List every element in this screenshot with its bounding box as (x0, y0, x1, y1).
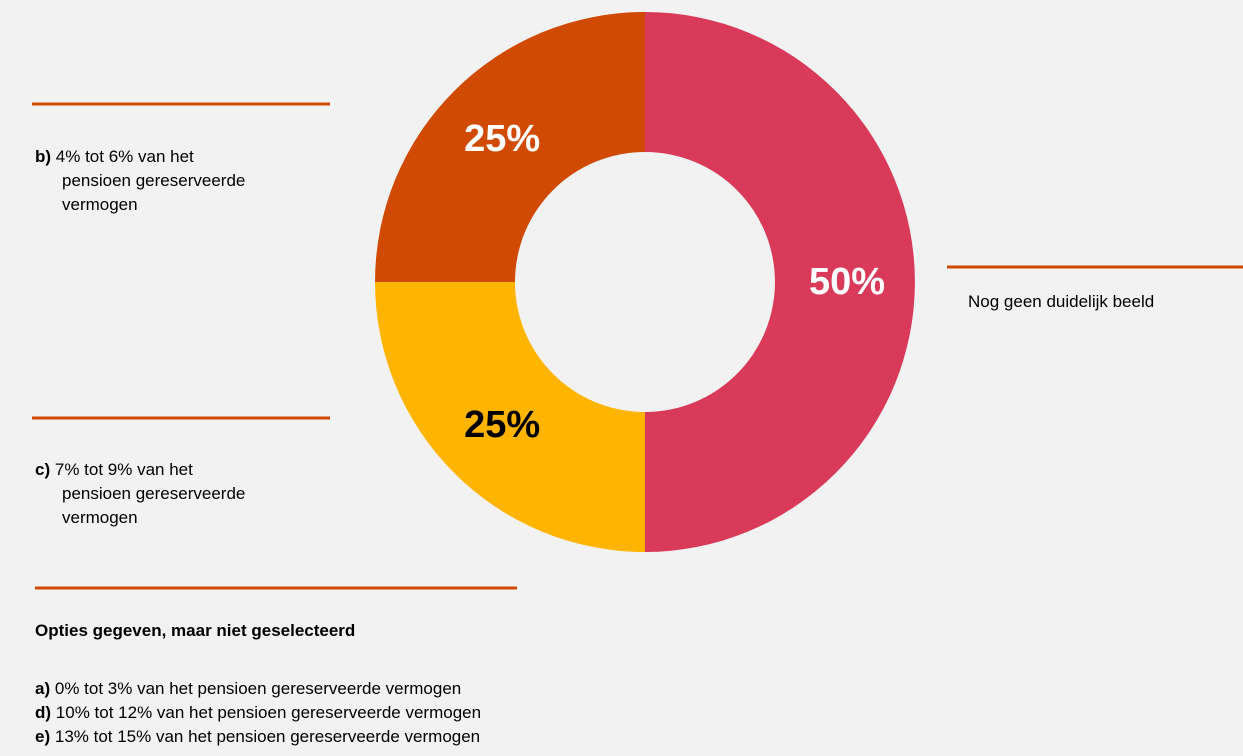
note-text: 0% tot 3% van het pensioen gereserveerde… (54, 679, 462, 698)
value-label: 25% (464, 404, 540, 446)
legend-text: 4% tot 6% van het pensioen gereserveerde… (55, 147, 246, 214)
legend-prefix: c) (35, 460, 51, 479)
note-item: d) 10% tot 12% van het pensioen gereserv… (35, 701, 481, 725)
note-prefix: e) (35, 727, 51, 746)
leader-lines (32, 102, 1243, 590)
legend-text: 7% tot 9% van het pensioen gereserveerde… (54, 460, 246, 527)
legend-entry: c) 7% tot 9% van het pensioen gereservee… (35, 458, 260, 530)
legend-entry: Nog geen duidelijk beeld (968, 290, 1154, 314)
legend-prefix: b) (35, 147, 52, 166)
note-prefix: d) (35, 703, 52, 722)
legend-text: Nog geen duidelijk beeld (968, 292, 1155, 311)
legend-entry: b) 4% tot 6% van het pensioen gereservee… (35, 145, 260, 217)
note-item: a) 0% tot 3% van het pensioen gereservee… (35, 677, 461, 701)
notes-title: Opties gegeven, maar niet geselecteerd (35, 621, 356, 640)
note-prefix: a) (35, 679, 51, 698)
note-text: 13% tot 15% van het pensioen gereserveer… (54, 727, 481, 746)
value-label: 25% (464, 118, 540, 160)
slice (375, 282, 645, 552)
value-label: 50% (809, 261, 885, 303)
note-text: 10% tot 12% van het pensioen gereserveer… (55, 703, 482, 722)
slice (375, 12, 645, 282)
note-item: e) 13% tot 15% van het pensioen gereserv… (35, 725, 480, 749)
slice (645, 12, 915, 552)
